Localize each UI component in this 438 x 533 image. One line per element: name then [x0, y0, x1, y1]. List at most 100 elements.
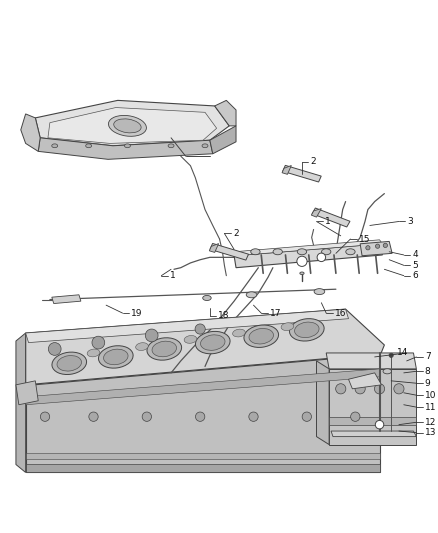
Polygon shape	[21, 114, 40, 151]
Text: 15: 15	[359, 235, 371, 244]
Polygon shape	[215, 100, 236, 126]
Ellipse shape	[152, 341, 177, 357]
Ellipse shape	[202, 144, 208, 148]
Polygon shape	[26, 453, 380, 459]
Polygon shape	[209, 244, 219, 253]
Polygon shape	[26, 369, 380, 405]
Polygon shape	[331, 431, 417, 437]
Text: 5: 5	[412, 261, 418, 270]
Text: 1: 1	[170, 271, 176, 280]
Text: 7: 7	[425, 352, 431, 361]
Polygon shape	[312, 208, 350, 227]
Polygon shape	[311, 208, 321, 217]
Polygon shape	[26, 357, 380, 472]
Circle shape	[389, 353, 393, 358]
Polygon shape	[326, 353, 417, 369]
Ellipse shape	[87, 349, 100, 357]
Ellipse shape	[103, 349, 128, 365]
Ellipse shape	[52, 352, 87, 375]
Ellipse shape	[383, 369, 392, 374]
Text: 1: 1	[325, 217, 331, 226]
Text: 6: 6	[412, 271, 418, 280]
Ellipse shape	[124, 144, 131, 148]
Text: 14: 14	[397, 349, 409, 358]
Circle shape	[374, 384, 385, 394]
Circle shape	[89, 412, 98, 422]
Polygon shape	[35, 100, 229, 146]
Ellipse shape	[86, 144, 92, 148]
Circle shape	[145, 329, 158, 342]
Polygon shape	[38, 138, 213, 159]
Text: 11: 11	[425, 402, 436, 411]
Ellipse shape	[136, 343, 148, 351]
Polygon shape	[16, 381, 38, 405]
Polygon shape	[360, 241, 392, 256]
Circle shape	[336, 384, 346, 394]
Ellipse shape	[233, 329, 245, 337]
Ellipse shape	[147, 338, 182, 360]
Text: 9: 9	[425, 379, 431, 387]
Ellipse shape	[184, 335, 197, 343]
Circle shape	[355, 384, 365, 394]
Circle shape	[394, 384, 404, 394]
Ellipse shape	[281, 323, 294, 330]
Ellipse shape	[203, 295, 211, 301]
Polygon shape	[26, 309, 349, 343]
Circle shape	[366, 246, 370, 250]
Circle shape	[40, 412, 49, 422]
Ellipse shape	[346, 249, 355, 255]
Circle shape	[297, 256, 307, 266]
Ellipse shape	[365, 249, 374, 255]
Ellipse shape	[52, 144, 58, 148]
Ellipse shape	[109, 116, 146, 136]
Text: 19: 19	[131, 309, 143, 318]
Circle shape	[142, 412, 152, 422]
Circle shape	[249, 412, 258, 422]
Ellipse shape	[201, 335, 225, 350]
Ellipse shape	[246, 292, 257, 298]
Circle shape	[317, 253, 325, 262]
Polygon shape	[282, 165, 291, 174]
Text: 2: 2	[233, 229, 239, 238]
Polygon shape	[317, 361, 329, 445]
Circle shape	[383, 243, 388, 247]
Polygon shape	[349, 373, 381, 389]
Ellipse shape	[273, 249, 283, 255]
Ellipse shape	[114, 119, 141, 133]
Text: 17: 17	[270, 309, 281, 318]
Ellipse shape	[251, 249, 260, 255]
Ellipse shape	[297, 249, 307, 255]
Polygon shape	[329, 417, 417, 425]
Polygon shape	[52, 295, 81, 304]
Ellipse shape	[300, 272, 304, 274]
Circle shape	[92, 336, 105, 349]
Polygon shape	[16, 333, 26, 472]
Text: 16: 16	[335, 309, 346, 318]
Text: 12: 12	[425, 418, 436, 427]
Ellipse shape	[314, 289, 325, 295]
Text: 8: 8	[425, 367, 431, 376]
Circle shape	[375, 244, 380, 248]
Ellipse shape	[249, 328, 273, 344]
Polygon shape	[48, 108, 217, 143]
Polygon shape	[283, 165, 321, 182]
Ellipse shape	[290, 319, 324, 341]
Text: 13: 13	[425, 428, 436, 437]
Polygon shape	[234, 240, 382, 256]
Ellipse shape	[295, 322, 319, 337]
Circle shape	[302, 412, 311, 422]
Text: 2: 2	[311, 157, 316, 166]
Polygon shape	[210, 244, 248, 260]
Circle shape	[195, 412, 205, 422]
Ellipse shape	[321, 249, 331, 255]
Ellipse shape	[57, 356, 81, 371]
Circle shape	[195, 324, 205, 334]
Polygon shape	[210, 126, 236, 154]
Circle shape	[375, 421, 384, 429]
Polygon shape	[329, 369, 417, 445]
Polygon shape	[26, 309, 385, 385]
Text: 3: 3	[407, 217, 413, 226]
Circle shape	[351, 412, 360, 422]
Text: 4: 4	[412, 251, 418, 260]
Ellipse shape	[168, 144, 174, 148]
